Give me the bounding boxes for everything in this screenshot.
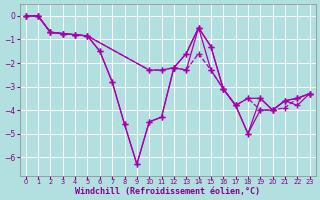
X-axis label: Windchill (Refroidissement éolien,°C): Windchill (Refroidissement éolien,°C) [75,187,260,196]
